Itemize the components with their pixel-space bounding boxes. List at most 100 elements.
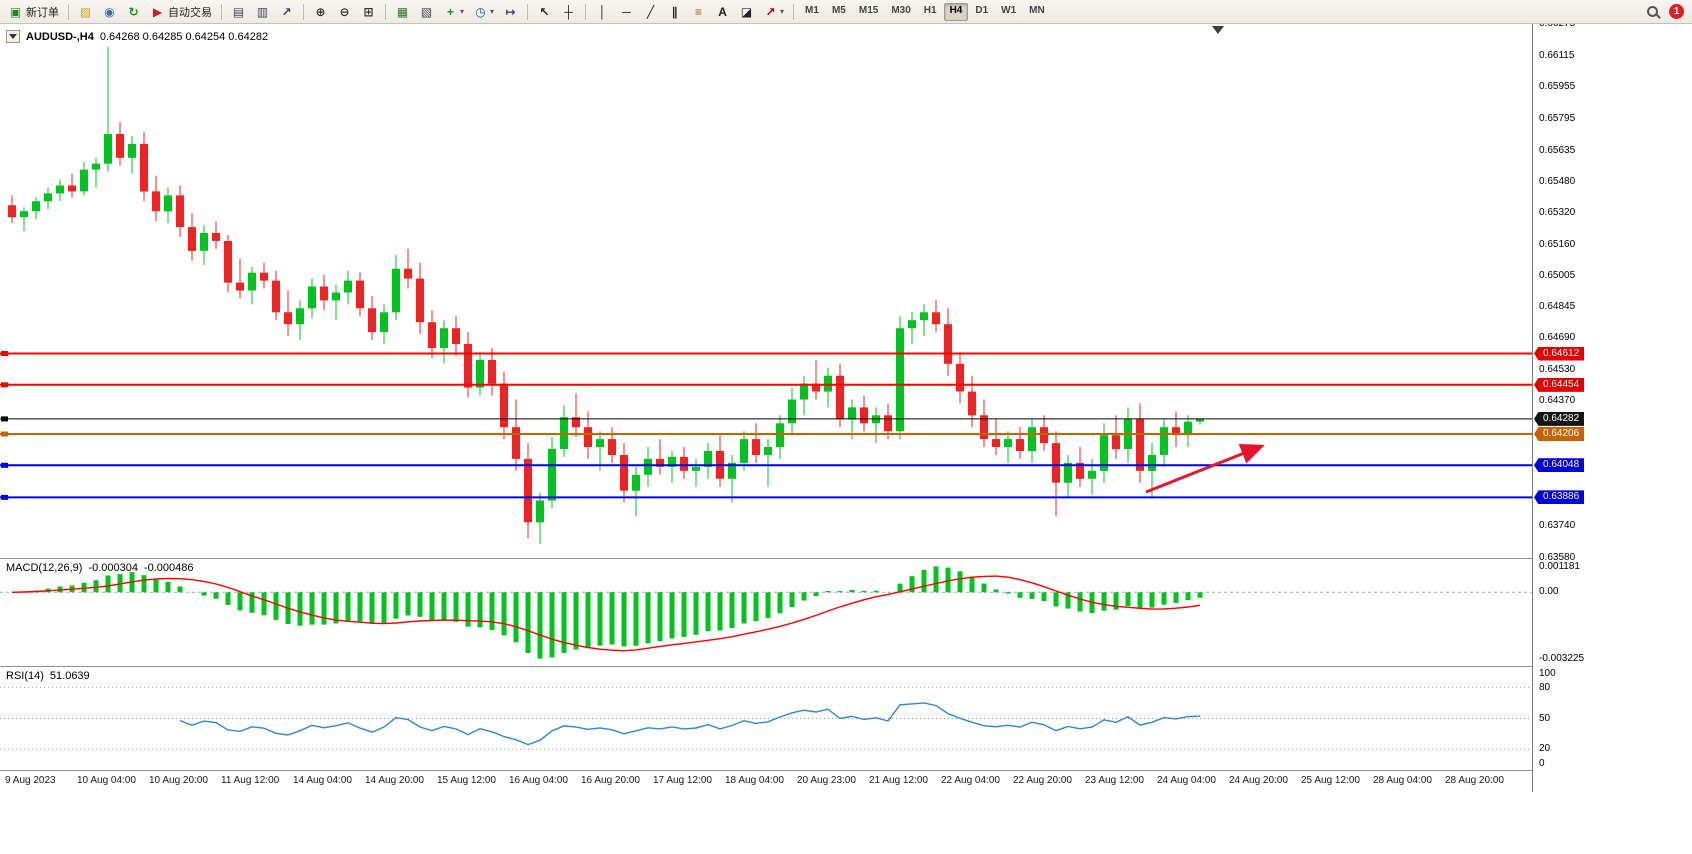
- horizontal-line-icon: ─: [622, 4, 631, 19]
- timeframe-h1[interactable]: H1: [923, 4, 937, 16]
- bar-chart-button[interactable]: ▤: [227, 2, 250, 22]
- time-axis-label: 22 Aug 20:00: [1013, 775, 1072, 786]
- panel-divider[interactable]: [0, 666, 1692, 667]
- trend-arrow-annotation[interactable]: [1145, 443, 1265, 494]
- timeframe-m1[interactable]: M1: [805, 4, 819, 16]
- main-chart-panel[interactable]: [0, 24, 1532, 558]
- price-badge: 0.64612: [1534, 346, 1585, 361]
- chart-shift-marker[interactable]: [1212, 26, 1224, 34]
- vertical-line-button[interactable]: │: [591, 2, 614, 22]
- label-button[interactable]: ◪: [735, 2, 758, 22]
- candlestick: [800, 375, 808, 416]
- time-axis-label: 28 Aug 20:00: [1445, 775, 1504, 786]
- timeframe-h4[interactable]: H4: [943, 2, 969, 21]
- candlestick: [788, 387, 796, 436]
- candlestick-chart-button[interactable]: ▥: [251, 2, 274, 22]
- chart-shift-button[interactable]: ↦: [499, 2, 522, 22]
- candlestick: [608, 427, 616, 463]
- candlestick: [1064, 455, 1072, 499]
- auto-trading-icon: ▶: [152, 4, 163, 19]
- price-axis-tick: 0.63580: [1539, 552, 1576, 563]
- chevron-down-icon: ▾: [780, 7, 785, 16]
- refresh-button[interactable]: ↻: [122, 2, 145, 22]
- candlestick: [872, 407, 880, 444]
- new-chart-button[interactable]: ▦: [391, 2, 414, 22]
- time-axis-label: 16 Aug 20:00: [581, 775, 640, 786]
- crosshair-button[interactable]: ┼: [557, 2, 580, 22]
- macd-panel[interactable]: [0, 559, 1532, 666]
- channel-button[interactable]: ∥: [663, 2, 686, 22]
- candlestick: [140, 132, 148, 202]
- price-badge: 0.64048: [1534, 458, 1585, 473]
- candlestick: [1004, 431, 1012, 463]
- symbol-dropdown-icon[interactable]: [6, 30, 20, 43]
- price-badge: 0.63886: [1534, 490, 1585, 505]
- timeframe-m15[interactable]: M15: [858, 4, 879, 16]
- tile-windows-button[interactable]: ⊞: [357, 2, 380, 22]
- timeframe-mn[interactable]: MN: [1029, 4, 1045, 16]
- candlestick: [1052, 431, 1060, 517]
- macd-label: MACD(12,26,9) -0.000304 -0.000486: [6, 562, 194, 574]
- fibonacci-button[interactable]: ≡: [687, 2, 710, 22]
- candlestick: [440, 320, 448, 364]
- candlestick: [296, 300, 304, 340]
- chart-list-button[interactable]: ▧: [415, 2, 438, 22]
- rsi-axis-tick: 100: [1539, 668, 1556, 679]
- candlestick: [164, 187, 172, 224]
- profiles-button[interactable]: ◉: [98, 2, 121, 22]
- timeframe-m5[interactable]: M5: [831, 4, 846, 16]
- time-axis[interactable]: 9 Aug 2023 10 Aug 04:00 10 Aug 20:00 11 Aug…: [0, 771, 1692, 793]
- toolbar-separator: [527, 3, 529, 20]
- timeframe-m30[interactable]: M30: [891, 4, 911, 16]
- level-left-marker: [1, 351, 8, 356]
- new-chart-icon: ▦: [396, 4, 409, 19]
- level-left-marker: [1, 431, 8, 437]
- candlestick: [476, 351, 484, 396]
- candlestick: [152, 175, 160, 222]
- candlestick: [1136, 403, 1144, 483]
- candlestick: [824, 367, 832, 408]
- notification-badge[interactable]: 1: [1669, 4, 1684, 19]
- arrows-button[interactable]: ↗ ▾: [759, 2, 788, 22]
- candlestick: [992, 419, 1000, 455]
- candlestick: [620, 443, 628, 503]
- timeframe-d1[interactable]: D1: [975, 4, 989, 16]
- text-button[interactable]: A: [711, 2, 734, 22]
- rsi-panel[interactable]: [0, 667, 1532, 770]
- rsi-value: 51.0639: [49, 670, 90, 682]
- candlestick: [116, 122, 124, 166]
- auto-trading-button[interactable]: ▶ 自动交易: [146, 2, 216, 22]
- candlestick: [224, 235, 232, 293]
- time-axis-label: 10 Aug 20:00: [149, 775, 208, 786]
- candlestick: [764, 439, 772, 487]
- panel-divider[interactable]: [0, 558, 1692, 559]
- time-axis-label: 23 Aug 12:00: [1085, 775, 1144, 786]
- candlestick: [344, 270, 352, 305]
- candlestick: [968, 375, 976, 428]
- timeframe-w1[interactable]: W1: [1001, 4, 1017, 16]
- horizontal-line-button[interactable]: ─: [615, 2, 638, 22]
- new-order-button[interactable]: ▣ 新订单: [4, 2, 63, 22]
- zoom-out-button[interactable]: ⊖: [333, 2, 356, 22]
- candlestick: [176, 185, 184, 237]
- price-axis-tick: 0.65320: [1539, 207, 1576, 219]
- add-indicator-button[interactable]: + ▾: [439, 2, 468, 22]
- cursor-button[interactable]: ↖: [533, 2, 556, 22]
- search-icon[interactable]: [1647, 6, 1658, 17]
- candlestick: [716, 435, 724, 487]
- templates-button[interactable]: ▨: [74, 2, 97, 22]
- candlestick: [68, 173, 76, 198]
- candlestick: [44, 187, 52, 210]
- trendline-button[interactable]: ╱: [639, 2, 662, 22]
- zoom-in-button[interactable]: ⊕: [309, 2, 332, 22]
- price-axis[interactable]: 0.662750.661150.659550.657950.656350.654…: [1532, 18, 1692, 792]
- period-button[interactable]: ◷ ▾: [469, 2, 498, 22]
- candlestick: [464, 332, 472, 398]
- rsi-label: RSI(14) 51.0639: [6, 670, 90, 682]
- price-chart-canvas[interactable]: [0, 24, 1532, 558]
- crosshair-icon: ┼: [564, 4, 573, 19]
- time-axis-label: 9 Aug 2023: [5, 775, 56, 786]
- line-chart-button[interactable]: ↗: [275, 2, 298, 22]
- candlestick: [1160, 419, 1168, 467]
- time-axis-label: 14 Aug 04:00: [293, 775, 352, 786]
